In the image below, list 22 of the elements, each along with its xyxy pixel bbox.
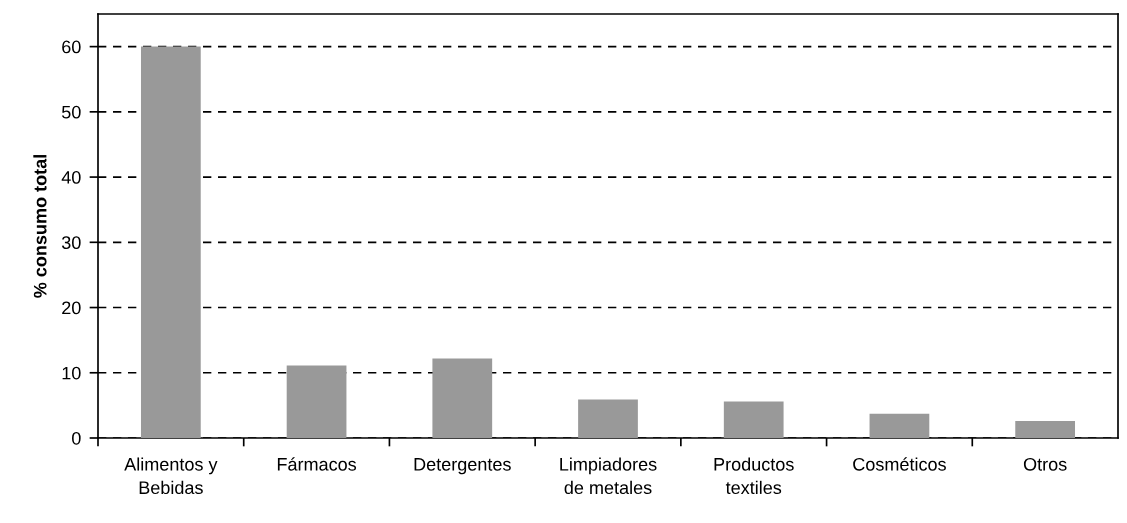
bar (140, 46, 201, 438)
x-tick-label: Cosméticos (853, 457, 946, 471)
y-tick-label: 20 (62, 301, 81, 315)
x-tick-label: Limpiadores de metales (560, 457, 657, 495)
y-tick-label: 40 (61, 171, 81, 184)
x-tick-label: Otros (1023, 457, 1067, 471)
y-tick-label: 30 (61, 236, 81, 250)
bar (432, 358, 493, 438)
bar (286, 365, 347, 438)
x-tick-label: Alimentos y Bebidas (124, 457, 218, 495)
x-tick-label: Detergentes (414, 458, 511, 475)
y-tick-label: 10 (62, 366, 81, 380)
bar (578, 399, 638, 438)
y-tick-label: 50 (61, 105, 81, 119)
y-axis-title: % consumo total (33, 155, 47, 298)
y-tick-label: 60 (62, 40, 81, 54)
y-tick-label: 0 (72, 431, 81, 445)
bar (1015, 421, 1076, 438)
bar (723, 401, 784, 438)
x-tick-label: Productos textiles (714, 457, 794, 495)
bar (869, 413, 930, 438)
x-tick-label: Fármacos (277, 457, 357, 471)
